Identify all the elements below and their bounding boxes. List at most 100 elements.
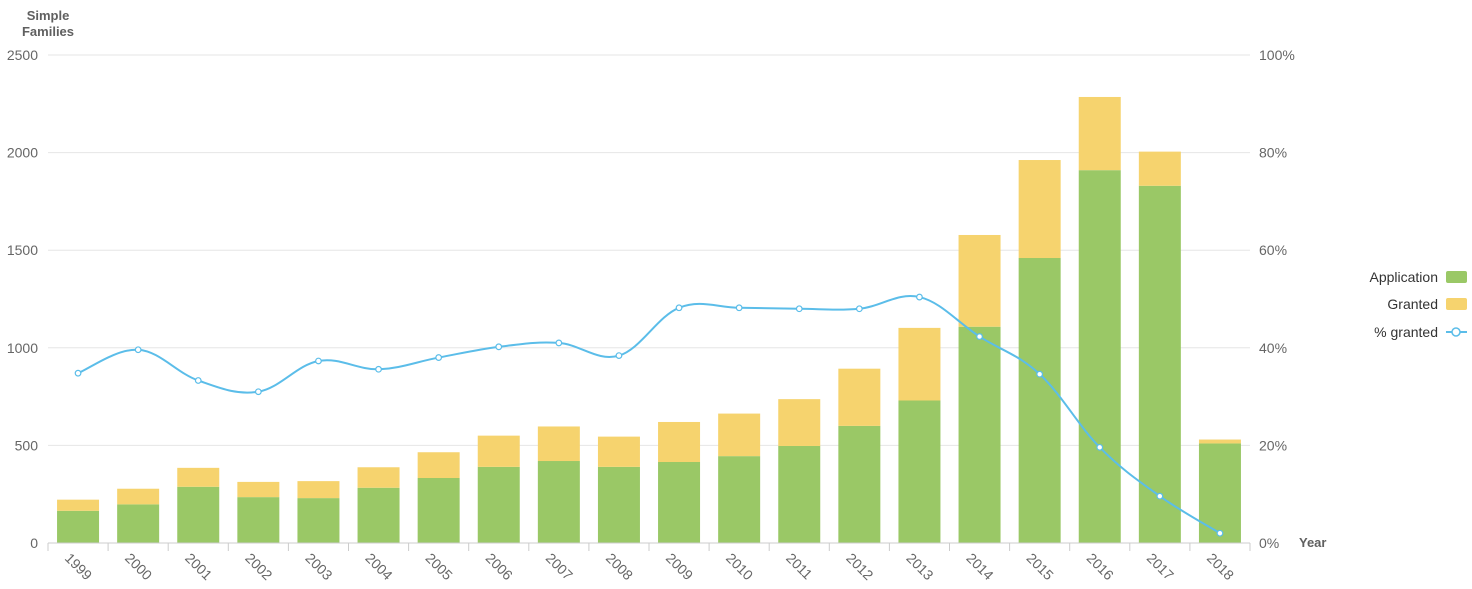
- bar-application-2005: [418, 478, 460, 543]
- percent-granted-point-2018: [1217, 530, 1223, 536]
- percent-granted-point-2008: [616, 353, 622, 359]
- percent-granted-point-1999: [75, 370, 81, 376]
- legend: Application Granted % granted: [1370, 269, 1468, 340]
- y-right-tick-label: 60%: [1259, 242, 1287, 258]
- y-left-tick-label: 0: [30, 535, 38, 551]
- y-axis-title-line-2: Families: [22, 24, 74, 39]
- y-left-tick-label: 500: [15, 437, 39, 453]
- y-left-tick-label: 2500: [7, 47, 38, 63]
- percent-granted-point-2017: [1157, 493, 1163, 499]
- bar-application-2011: [778, 446, 820, 543]
- legend-item-granted[interactable]: Granted: [1387, 296, 1467, 312]
- bar-granted-2013: [898, 328, 940, 401]
- y-left-tick-label: 1500: [7, 242, 38, 258]
- bar-granted-2008: [598, 437, 640, 467]
- bar-granted-2002: [237, 482, 279, 497]
- percent-granted-point-2006: [496, 344, 502, 350]
- x-axis-title: Year: [1299, 535, 1326, 550]
- x-tick-label: 2015: [1024, 550, 1057, 583]
- bar-granted-2017: [1139, 152, 1181, 186]
- percent-granted-point-2014: [977, 334, 983, 340]
- legend-label-granted: Granted: [1387, 296, 1438, 312]
- bar-granted-2014: [959, 235, 1001, 327]
- percent-granted-point-2002: [256, 389, 262, 395]
- bar-application-2001: [177, 487, 219, 543]
- bar-application-2013: [898, 401, 940, 543]
- legend-item-percent-granted[interactable]: % granted: [1374, 324, 1467, 340]
- x-tick-label: 1999: [62, 550, 95, 583]
- bar-application-2000: [117, 504, 159, 543]
- x-tick-label: 2000: [122, 550, 155, 583]
- x-tick-label: 2003: [302, 550, 335, 583]
- bar-application-2003: [297, 498, 339, 543]
- percent-granted-point-2003: [316, 358, 322, 364]
- legend-item-application[interactable]: Application: [1370, 269, 1468, 285]
- bars: [57, 97, 1241, 543]
- bar-granted-2000: [117, 489, 159, 505]
- legend-label-percent-granted: % granted: [1374, 324, 1438, 340]
- percent-granted-point-2016: [1097, 445, 1103, 451]
- percent-granted-point-2011: [796, 306, 802, 312]
- percent-granted-point-2010: [736, 305, 742, 311]
- bar-granted-2015: [1019, 160, 1061, 258]
- x-tick-label: 2017: [1144, 550, 1177, 583]
- y-axis-title-line-1: Simple: [27, 8, 70, 23]
- bar-application-2002: [237, 497, 279, 543]
- bar-application-1999: [57, 511, 99, 543]
- y-right-tick-label: 40%: [1259, 340, 1287, 356]
- percent-granted-point-2005: [436, 355, 442, 361]
- bar-granted-2010: [718, 414, 760, 457]
- percent-granted-point-2009: [676, 305, 682, 311]
- bar-application-2007: [538, 461, 580, 543]
- x-tick-label: 2008: [603, 550, 636, 583]
- bar-granted-1999: [57, 500, 99, 511]
- percent-granted-point-2013: [917, 294, 923, 300]
- legend-swatch-application: [1446, 271, 1467, 283]
- x-tick-label: 2007: [543, 550, 576, 583]
- x-tick-label: 2016: [1084, 550, 1117, 583]
- percent-granted-point-2007: [556, 340, 562, 346]
- bar-granted-2001: [177, 468, 219, 487]
- bar-granted-2007: [538, 426, 580, 461]
- y-left-tick-label: 1000: [7, 340, 38, 356]
- bar-granted-2011: [778, 399, 820, 446]
- bar-granted-2009: [658, 422, 700, 462]
- percent-granted-point-2012: [857, 306, 863, 312]
- legend-label-application: Application: [1370, 269, 1439, 285]
- x-tick-label: 2005: [423, 550, 456, 583]
- bar-granted-2012: [838, 369, 880, 426]
- x-tick-label: 2002: [242, 550, 275, 583]
- y-right-tick-label: 0%: [1259, 535, 1279, 551]
- x-tick-label: 2001: [182, 550, 215, 583]
- bar-granted-2005: [418, 452, 460, 478]
- x-tick-label: 2011: [783, 550, 816, 583]
- bar-application-2008: [598, 467, 640, 543]
- x-tick-label: 2012: [843, 550, 876, 583]
- bar-application-2018: [1199, 443, 1241, 543]
- y-right-tick-label: 80%: [1259, 145, 1287, 161]
- x-tick-label: 2013: [903, 550, 936, 583]
- percent-granted-point-2000: [135, 347, 141, 353]
- legend-marker-percent-granted: [1452, 328, 1460, 336]
- bar-granted-2018: [1199, 440, 1241, 444]
- bar-granted-2004: [358, 467, 400, 487]
- bar-application-2010: [718, 456, 760, 543]
- x-tick-label: 2004: [362, 550, 395, 583]
- x-tick-label: 2014: [963, 550, 996, 583]
- bar-application-2017: [1139, 186, 1181, 543]
- y-right-tick-label: 100%: [1259, 47, 1295, 63]
- bar-granted-2016: [1079, 97, 1121, 170]
- bar-application-2012: [838, 426, 880, 543]
- bar-granted-2003: [297, 481, 339, 498]
- x-tick-label: 2010: [723, 550, 756, 583]
- percent-granted-point-2004: [376, 366, 382, 372]
- x-tick-label: 2006: [483, 550, 516, 583]
- x-tick-label: 2018: [1204, 550, 1237, 583]
- bar-application-2014: [959, 327, 1001, 543]
- x-tick-label: 2009: [663, 550, 696, 583]
- legend-swatch-granted: [1446, 298, 1467, 310]
- y-right-tick-label: 20%: [1259, 437, 1287, 453]
- bar-granted-2006: [478, 436, 520, 467]
- y-left-tick-label: 2000: [7, 145, 38, 161]
